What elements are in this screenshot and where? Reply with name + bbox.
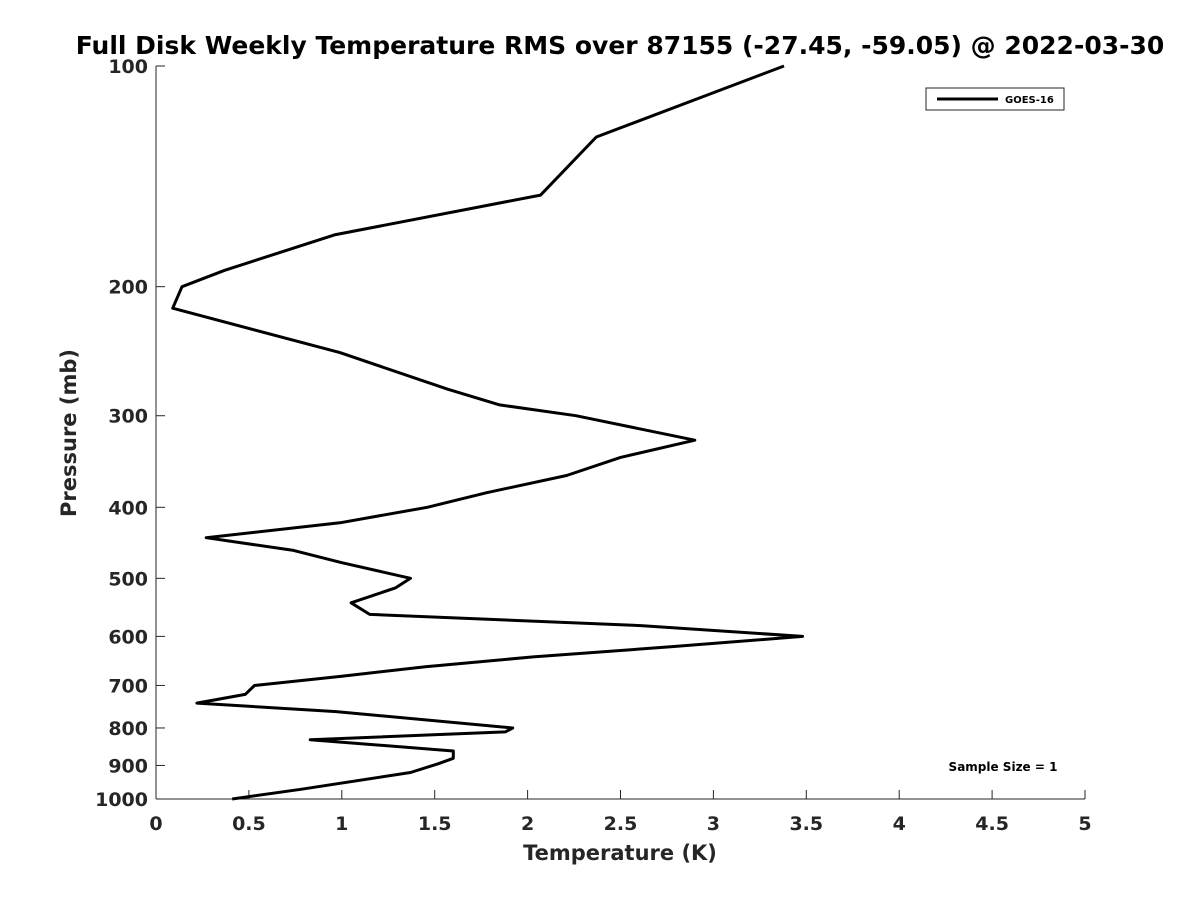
series-layer bbox=[171, 64, 805, 801]
x-tick-label: 3 bbox=[707, 813, 720, 835]
x-tick-label: 5 bbox=[1078, 813, 1091, 835]
sample-size-annotation: Sample Size = 1 bbox=[949, 760, 1058, 774]
x-tick-label: 2 bbox=[521, 813, 534, 835]
x-tick-label: 3.5 bbox=[789, 813, 823, 835]
x-tick-label: 1.5 bbox=[418, 813, 452, 835]
y-tick-label: 400 bbox=[108, 497, 148, 519]
x-tick-label: 4 bbox=[893, 813, 906, 835]
y-tick-label: 500 bbox=[108, 568, 148, 590]
y-tick-label: 300 bbox=[108, 406, 148, 428]
y-tick-label: 100 bbox=[108, 56, 148, 78]
x-tick-label: 1 bbox=[335, 813, 348, 835]
y-tick-label: 900 bbox=[108, 755, 148, 777]
chart-title: Full Disk Weekly Temperature RMS over 87… bbox=[76, 31, 1165, 60]
x-tick-label: 0.5 bbox=[232, 813, 266, 835]
x-axis-label: Temperature (K) bbox=[523, 841, 717, 865]
y-tick-label: 1000 bbox=[95, 789, 148, 811]
x-tick-label: 0 bbox=[149, 813, 162, 835]
x-tick-label: 2.5 bbox=[604, 813, 638, 835]
x-tick-label: 4.5 bbox=[975, 813, 1009, 835]
series-line-goes-16 bbox=[171, 64, 805, 801]
legend-label-goes-16: GOES-16 bbox=[1005, 95, 1054, 106]
y-tick-label: 800 bbox=[108, 718, 148, 740]
x-ticks: 0 0.5 1 1.5 2 2.5 3 3.5 4 4.5 5 bbox=[149, 790, 1092, 835]
y-axis-label: Pressure (mb) bbox=[57, 349, 81, 517]
y-tick-label: 200 bbox=[108, 277, 148, 299]
axes: 0 0.5 1 1.5 2 2.5 3 3.5 4 4.5 5 100 200 300 400 500 600… bbox=[95, 56, 1092, 835]
y-tick-label: 700 bbox=[108, 675, 148, 697]
y-tick-label: 600 bbox=[108, 626, 148, 648]
legend: GOES-16 bbox=[925, 87, 1065, 111]
y-ticks: 100 200 300 400 500 600 700 800 900 1000 bbox=[95, 56, 165, 811]
